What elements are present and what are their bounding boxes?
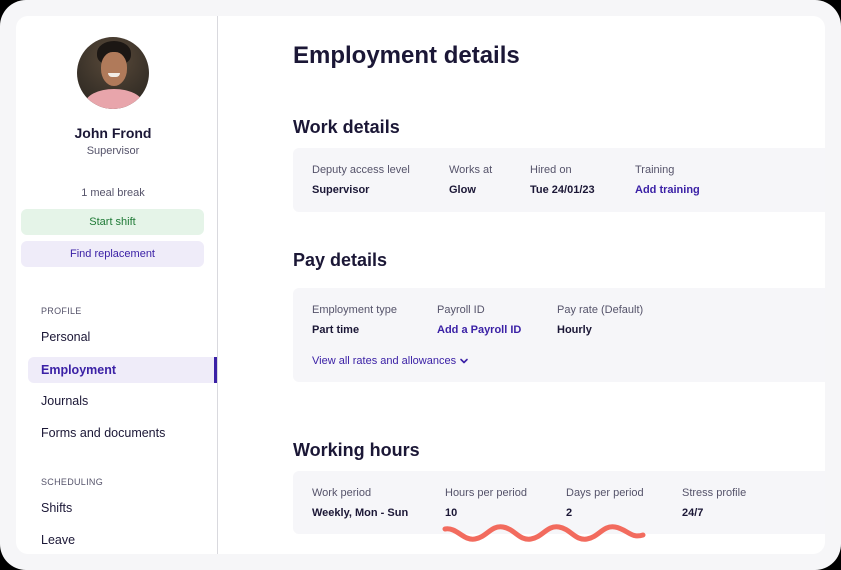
field-value: Hourly xyxy=(557,324,592,336)
section-label-scheduling: SCHEDULING xyxy=(41,477,104,487)
field-label: Days per period xyxy=(566,487,644,499)
field-works-at: Works at Glow xyxy=(449,164,492,196)
field-training: Training Add training xyxy=(635,164,700,196)
avatar-smile xyxy=(108,73,120,77)
sidebar-item-forms-and-documents[interactable]: Forms and documents xyxy=(41,426,166,440)
avatar-shirt xyxy=(85,89,143,109)
field-stress-profile: Stress profile 24/7 xyxy=(682,487,746,519)
field-value: Weekly, Mon - Sun xyxy=(312,507,409,519)
page-title: Employment details xyxy=(293,42,520,69)
field-access-level: Deputy access level Supervisor xyxy=(312,164,410,196)
field-days-per-period: Days per period 2 xyxy=(566,487,644,519)
add-payroll-id-link[interactable]: Add a Payroll ID xyxy=(437,324,522,336)
field-label: Stress profile xyxy=(682,487,747,499)
sidebar-item-personal[interactable]: Personal xyxy=(41,330,91,344)
field-value: Glow xyxy=(449,184,476,196)
field-label: Payroll ID xyxy=(437,304,485,316)
avatar-face xyxy=(101,52,127,86)
view-all-rates-label: View all rates and allowances xyxy=(312,355,457,367)
find-replacement-button[interactable]: Find replacement xyxy=(21,241,204,267)
sidebar-item-employment[interactable]: Employment xyxy=(28,357,217,383)
field-hired-on: Hired on Tue 24/01/23 xyxy=(530,164,595,196)
field-value: 2 xyxy=(566,507,573,519)
start-shift-button[interactable]: Start shift xyxy=(21,209,204,235)
work-details-card: Deputy access level Supervisor Works at … xyxy=(293,148,825,212)
field-employment-type: Employment type Part time xyxy=(312,304,397,336)
squiggle-annotation-icon xyxy=(442,524,646,542)
working-hours-heading: Working hours xyxy=(293,440,420,460)
pay-details-card: Employment type Part time Payroll ID Add… xyxy=(293,288,825,382)
sidebar-item-leave[interactable]: Leave xyxy=(41,533,76,547)
employee-name: John Frond xyxy=(74,125,152,141)
working-hours-card: Work period Weekly, Mon - Sun Hours per … xyxy=(293,471,825,534)
work-details-heading: Work details xyxy=(293,117,400,137)
chevron-down-icon xyxy=(460,358,468,364)
field-label: Deputy access level xyxy=(312,164,410,176)
add-training-link[interactable]: Add training xyxy=(635,184,700,196)
view-all-rates-link[interactable]: View all rates and allowances xyxy=(312,355,469,367)
field-value: Supervisor xyxy=(312,184,370,196)
field-label: Training xyxy=(635,164,675,176)
field-value: Part time xyxy=(312,324,360,336)
sidebar-item-journals[interactable]: Journals xyxy=(41,394,89,408)
avatar xyxy=(77,37,149,109)
field-label: Pay rate (Default) xyxy=(557,304,644,316)
field-value: Tue 24/01/23 xyxy=(530,184,595,196)
field-label: Works at xyxy=(449,164,493,176)
field-label: Hired on xyxy=(530,164,572,176)
sidebar: John Frond Supervisor 1 meal break Start… xyxy=(16,16,218,554)
field-payroll-id: Payroll ID Add a Payroll ID xyxy=(437,304,521,336)
employee-role: Supervisor xyxy=(86,145,140,157)
field-label: Employment type xyxy=(312,304,397,316)
employee-profile-card: John Frond Supervisor 1 meal break Start… xyxy=(16,16,825,554)
sidebar-item-shifts[interactable]: Shifts xyxy=(41,501,73,515)
field-value: 24/7 xyxy=(682,507,704,519)
break-info: 1 meal break xyxy=(81,187,145,199)
section-label-profile: PROFILE xyxy=(41,306,82,316)
field-pay-rate: Pay rate (Default) Hourly xyxy=(557,304,643,336)
field-value: 10 xyxy=(445,507,458,519)
field-hours-per-period: Hours per period 10 xyxy=(445,487,527,519)
pay-details-heading: Pay details xyxy=(293,250,388,270)
field-label: Work period xyxy=(312,487,372,499)
field-label: Hours per period xyxy=(445,487,527,499)
field-work-period: Work period Weekly, Mon - Sun xyxy=(312,487,408,519)
